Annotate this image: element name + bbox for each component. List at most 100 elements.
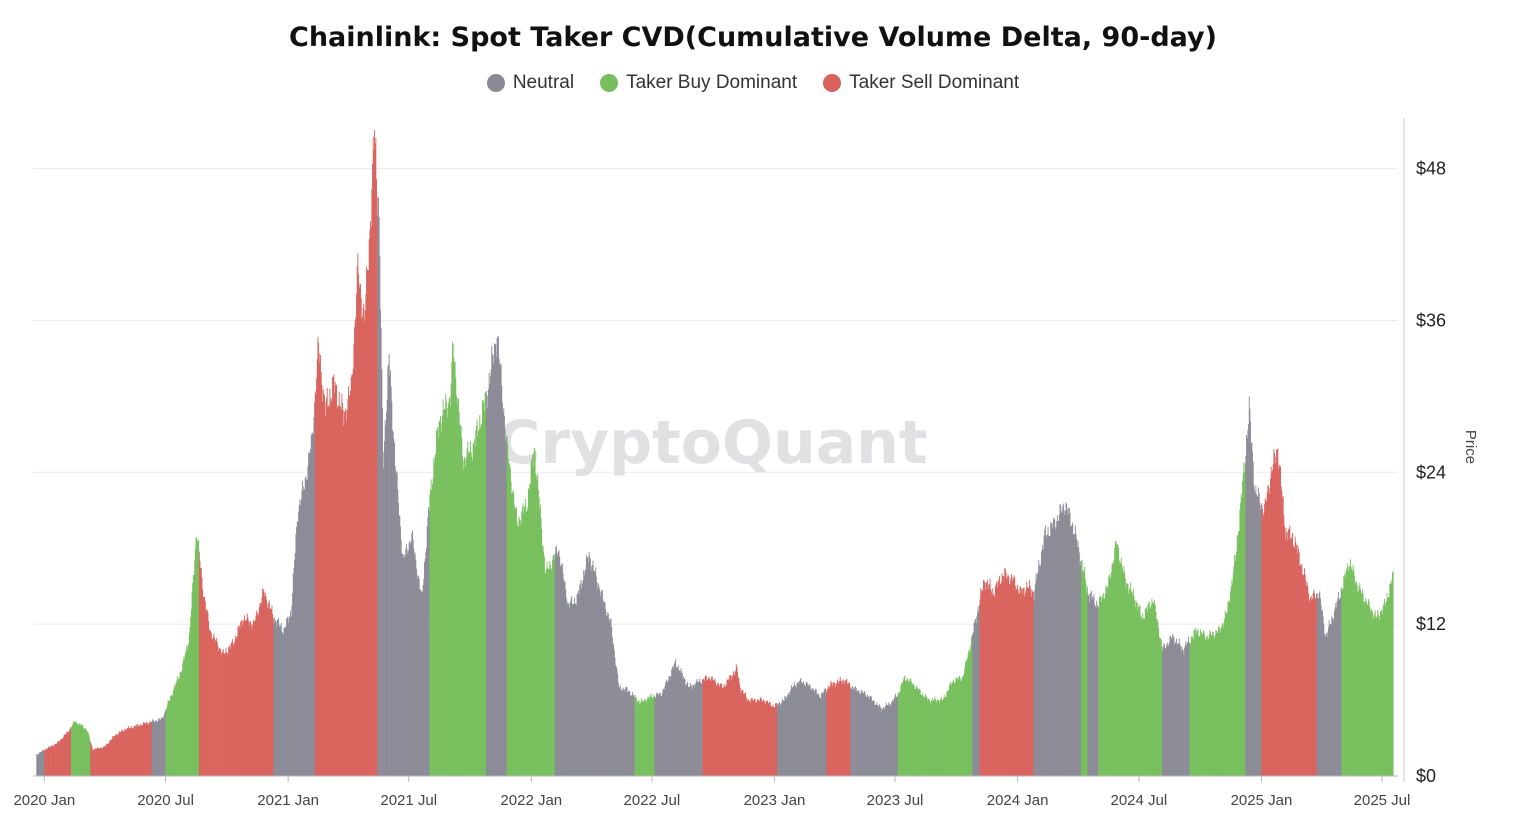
price-bar-sell: [991, 595, 993, 776]
price-bar-sell: [258, 607, 260, 776]
price-bar-sell: [737, 671, 739, 776]
price-bar-buy: [1366, 605, 1368, 776]
price-bar-neutral: [687, 686, 689, 776]
price-bar-sell: [110, 740, 112, 776]
legend-item-neutral[interactable]: Neutral: [486, 72, 574, 94]
price-bar-neutral: [660, 695, 662, 776]
price-bar-sell: [1306, 585, 1307, 776]
price-bar-neutral: [853, 690, 855, 776]
price-bar-buy: [549, 564, 551, 776]
price-bar-neutral: [1172, 635, 1174, 776]
price-bar-neutral: [1250, 442, 1252, 776]
price-bar-sell: [740, 692, 742, 776]
price-bar-neutral: [1071, 525, 1073, 776]
price-bar-buy: [82, 724, 84, 776]
price-bar-buy: [907, 678, 908, 776]
price-bar-neutral: [872, 700, 874, 776]
price-bar-neutral: [1053, 517, 1055, 776]
price-bar-buy: [461, 437, 463, 776]
price-bar-sell: [93, 749, 95, 776]
price-bar-neutral: [495, 344, 497, 776]
legend-item-buy[interactable]: Taker Buy Dominant: [600, 72, 797, 94]
price-bar-buy: [956, 679, 958, 776]
price-bar-sell: [713, 680, 715, 776]
price-bar-buy: [1242, 473, 1244, 776]
price-bar-neutral: [807, 686, 809, 776]
price-bar-buy: [1150, 604, 1152, 776]
price-bar-neutral: [784, 695, 786, 776]
price-bar-neutral: [657, 695, 659, 776]
price-bar-sell: [116, 734, 118, 776]
price-bar-buy: [543, 551, 545, 776]
price-bar-buy: [1156, 619, 1158, 776]
price-bar-neutral: [313, 417, 315, 776]
price-bar-buy: [1121, 565, 1123, 776]
price-bar-sell: [1031, 589, 1033, 776]
price-bar-neutral: [303, 490, 305, 776]
price-bar-buy: [465, 466, 467, 776]
price-bar-sell: [269, 608, 271, 776]
price-bar-neutral: [818, 693, 820, 776]
price-bar-sell: [136, 724, 138, 776]
price-bar-neutral: [589, 556, 591, 776]
price-bar-buy: [82, 727, 84, 776]
price-bar-buy: [947, 691, 948, 776]
price-bar-buy: [1198, 635, 1200, 776]
price-bar-sell: [226, 652, 228, 776]
price-bar-buy: [961, 677, 963, 776]
price-bar-buy: [1146, 607, 1148, 776]
price-bar-neutral: [1182, 649, 1184, 776]
price-bar-sell: [1285, 527, 1287, 776]
price-bar-buy: [1191, 637, 1193, 776]
legend-item-sell[interactable]: Taker Sell Dominant: [823, 72, 1019, 94]
price-bar-buy: [458, 412, 460, 776]
price-bar-buy: [921, 695, 923, 776]
price-bar-neutral: [864, 691, 866, 776]
price-bar-neutral: [976, 612, 978, 776]
price-bar-buy: [442, 399, 444, 776]
price-bar-neutral: [486, 390, 487, 776]
price-bar-sell: [98, 748, 100, 776]
price-bar-buy: [472, 444, 474, 776]
price-bar-sell: [262, 588, 264, 776]
price-bar-sell: [773, 706, 775, 776]
price-bar-buy: [955, 677, 957, 776]
price-bar-buy: [186, 649, 188, 776]
price-bar-buy: [1244, 472, 1246, 776]
y-tick-label: $48: [1416, 159, 1446, 179]
price-bar-sell: [260, 604, 262, 776]
price-bar-sell: [323, 393, 325, 776]
price-bar-neutral: [796, 683, 798, 776]
price-bar-buy: [1214, 638, 1216, 776]
price-bar-buy: [1210, 635, 1212, 776]
price-bar-neutral: [785, 696, 787, 776]
price-bar-sell: [847, 683, 848, 776]
price-bar-sell: [1277, 448, 1279, 776]
price-bar-neutral: [1092, 597, 1094, 776]
price-bar-sell: [837, 679, 838, 776]
price-bar-sell: [144, 723, 146, 776]
price-bar-neutral: [878, 707, 880, 776]
price-bar-neutral: [591, 566, 593, 776]
price-bar-neutral: [280, 623, 282, 776]
price-bar-sell: [227, 654, 229, 776]
price-bar-buy: [547, 568, 549, 776]
price-bar-buy: [964, 662, 966, 776]
price-bar-neutral: [679, 670, 681, 776]
price-bar-buy: [192, 582, 194, 776]
price-bar-buy: [944, 697, 946, 776]
price-bar-neutral: [293, 568, 295, 776]
price-bar-sell: [1297, 545, 1299, 776]
price-bar-sell: [374, 143, 376, 777]
price-bar-buy: [931, 700, 932, 776]
price-bar-sell: [200, 567, 202, 776]
price-bar-buy: [1137, 611, 1139, 776]
price-bar-neutral: [387, 366, 389, 776]
price-bar-sell: [316, 359, 318, 776]
price-bar-neutral: [1331, 616, 1333, 776]
price-bar-buy: [74, 721, 76, 776]
price-bar-neutral: [616, 669, 618, 776]
price-bar-neutral: [599, 596, 601, 776]
price-bar-neutral: [665, 682, 667, 776]
